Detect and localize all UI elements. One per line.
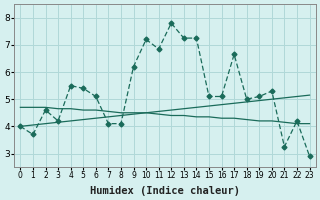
X-axis label: Humidex (Indice chaleur): Humidex (Indice chaleur)	[90, 186, 240, 196]
